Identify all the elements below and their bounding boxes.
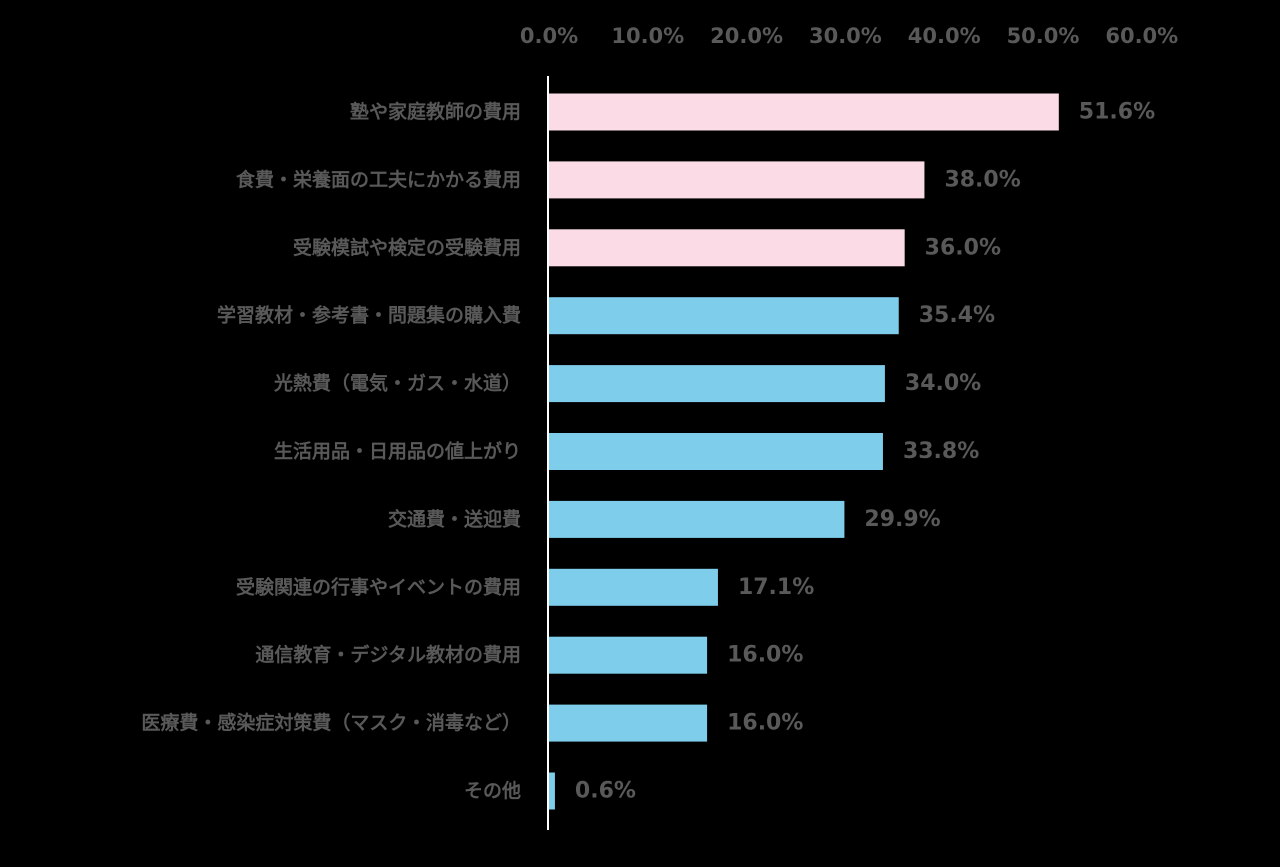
value-label: 35.4% xyxy=(919,303,995,328)
bar xyxy=(549,365,885,403)
bar xyxy=(549,636,708,674)
value-label: 17.1% xyxy=(738,575,814,600)
value-label: 34.0% xyxy=(905,371,981,396)
x-tick-label: 40.0% xyxy=(908,24,981,48)
x-axis-ticks: 0.0% 10.0% 20.0% 30.0% 40.0% 50.0% 60.0% xyxy=(520,24,1178,48)
x-tick-label: 50.0% xyxy=(1007,24,1080,48)
bar xyxy=(549,297,899,335)
category-label: 塾や家庭教師の費用 xyxy=(350,100,521,123)
category-label: 通信教育・デジタル教材の費用 xyxy=(255,643,521,666)
value-label: 38.0% xyxy=(944,167,1020,192)
value-label: 0.6% xyxy=(575,779,636,804)
bar xyxy=(549,500,845,538)
category-label: 医療費・感染症対策費（マスク・消毒など） xyxy=(141,711,521,734)
value-label: 16.0% xyxy=(727,711,803,736)
value-label: 33.8% xyxy=(903,439,979,464)
bar xyxy=(549,704,708,742)
category-label: 受験関連の行事やイベントの費用 xyxy=(236,575,521,598)
x-tick-label: 0.0% xyxy=(520,24,578,48)
value-label: 51.6% xyxy=(1079,100,1155,125)
category-label: 食費・栄養面の工夫にかかる費用 xyxy=(236,168,521,191)
x-tick-label: 60.0% xyxy=(1105,24,1178,48)
value-label: 16.0% xyxy=(727,643,803,668)
value-label: 36.0% xyxy=(925,235,1001,260)
x-tick-label: 30.0% xyxy=(809,24,882,48)
x-tick-label: 20.0% xyxy=(710,24,783,48)
category-label: 学習教材・参考書・問題集の購入費 xyxy=(217,304,521,327)
bar xyxy=(549,161,925,199)
bar xyxy=(549,93,1059,131)
category-label: 受験模試や検定の受験費用 xyxy=(293,236,521,259)
value-label: 29.9% xyxy=(864,507,940,532)
bar xyxy=(549,568,718,606)
bar xyxy=(549,433,883,470)
bar xyxy=(549,229,905,267)
category-label: 交通費・送迎費 xyxy=(388,507,521,530)
bar xyxy=(549,772,555,810)
x-tick-label: 10.0% xyxy=(611,24,684,48)
bars-group: 塾や家庭教師の費用 51.6% 食費・栄養面の工夫にかかる費用 38.0% 受験模試や検… xyxy=(141,93,1155,810)
category-label: その他 xyxy=(464,779,521,802)
category-label: 光熱費（電気・ガス・水道） xyxy=(273,372,521,395)
category-label: 生活用品・日用品の値上がり xyxy=(274,440,521,463)
